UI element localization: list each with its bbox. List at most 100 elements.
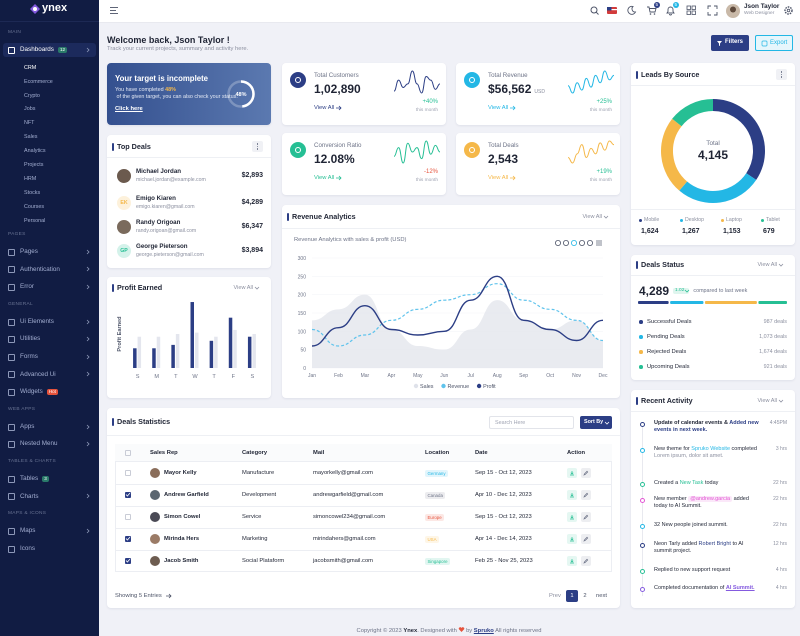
target-text-part: of the given target, you can also check … — [115, 94, 238, 100]
download-button[interactable] — [567, 468, 577, 478]
mail: mayorkelly@gmail.com — [313, 469, 374, 476]
x-tick-label: Jul — [468, 373, 474, 379]
edit-button[interactable] — [581, 512, 591, 522]
pagination-prev[interactable]: Prev — [549, 592, 561, 599]
search-input[interactable]: Search Here — [489, 416, 574, 429]
pagination-next[interactable]: next — [596, 592, 607, 599]
deal-name: Michael Jordan — [136, 168, 182, 176]
more-button[interactable] — [776, 69, 787, 80]
sidebar-item[interactable]: Pages — [20, 248, 38, 256]
legend-value: 679 — [763, 227, 775, 235]
mail: simoncowel234@gmail.com — [313, 513, 386, 520]
activity-highlight[interactable]: Robert Bright — [698, 541, 731, 547]
view-all-link[interactable]: View All — [314, 104, 335, 111]
x-tick-label: T — [212, 374, 216, 380]
user-avatar — [726, 4, 740, 18]
view-all-link[interactable]: View All — [314, 174, 335, 181]
sidebar-subitem[interactable]: Ecommerce — [24, 78, 53, 85]
view-all-button[interactable]: View All — [757, 397, 778, 404]
edit-button[interactable] — [581, 468, 591, 478]
footer-link[interactable]: Spruko — [473, 628, 494, 634]
sidebar-subitem[interactable]: Sales — [24, 134, 38, 141]
export-button[interactable]: Export — [755, 35, 793, 51]
sidebar-item[interactable]: Dashboards — [20, 46, 54, 54]
glyph — [570, 559, 574, 564]
stat-card: Total Revenue $56,562 USD View All +25% this … — [456, 63, 620, 125]
ring-value — [227, 80, 255, 108]
sidebar-item[interactable]: Apps — [20, 422, 35, 430]
mail: mirindahers@gmail.com — [313, 535, 376, 542]
sidebar-subitem[interactable]: HRM — [24, 175, 37, 182]
view-all-button[interactable]: View All — [582, 213, 603, 220]
sidebar-subitem[interactable]: Courses — [24, 203, 45, 210]
edit-button[interactable] — [581, 534, 591, 544]
sparkline-line — [567, 140, 615, 164]
row-checkbox[interactable] — [125, 470, 131, 476]
toolbar-button — [555, 240, 561, 246]
more-button[interactable] — [252, 141, 263, 152]
bar — [214, 336, 218, 368]
sidebar-subitem[interactable]: NFT — [24, 120, 35, 127]
sidebar-item[interactable]: Icons — [20, 544, 36, 552]
row-checkbox[interactable] — [125, 514, 131, 520]
activity-text-part: 32 New people joined summit. — [654, 522, 728, 528]
activity-highlight[interactable]: AI Summit. — [725, 585, 755, 591]
sidebar-subitem[interactable]: CRM — [24, 64, 37, 71]
sidebar-item[interactable]: Tables — [20, 475, 39, 483]
download-button[interactable] — [567, 512, 577, 522]
sidebar-subitem[interactable]: Personal — [24, 217, 46, 224]
sidebar-item[interactable]: Error — [20, 283, 34, 291]
stat-icon — [290, 142, 306, 158]
deals-change-badge: 1.02 — [673, 288, 690, 294]
filters-button[interactable]: Filters — [711, 35, 749, 51]
sidebar-item[interactable]: Ui Elements — [20, 317, 54, 325]
row-checkbox[interactable] — [125, 558, 131, 564]
target-link[interactable]: Click here — [115, 105, 143, 112]
sort-button[interactable]: Sort By — [580, 416, 612, 429]
activity-highlight[interactable]: Spruko Website — [691, 446, 731, 452]
edit-button[interactable] — [581, 490, 591, 500]
sidebar-subitem[interactable]: Stocks — [24, 189, 41, 196]
stat-icon-glyph — [295, 147, 301, 153]
edit-button[interactable] — [581, 556, 591, 566]
activity-highlight[interactable]: Added new events in next week. — [654, 420, 761, 434]
row-checkbox[interactable] — [125, 492, 131, 498]
sidebar-item[interactable]: Maps — [20, 527, 36, 535]
download-button[interactable] — [567, 490, 577, 500]
apps-icon — [686, 5, 696, 15]
download-button[interactable] — [567, 556, 577, 566]
activity-highlight[interactable]: New Task — [679, 480, 704, 486]
sidebar-subitem[interactable]: Projects — [24, 162, 44, 169]
stat-period: this month — [415, 178, 438, 184]
view-all-button[interactable]: View All — [757, 261, 778, 268]
sidebar-subitem[interactable]: Analytics — [24, 148, 46, 155]
view-all-link[interactable]: View All — [488, 104, 509, 111]
page-button-active[interactable]: 1 — [566, 590, 578, 602]
row-checkbox[interactable] — [125, 450, 131, 456]
sidebar-item[interactable]: Nested Menu — [20, 440, 58, 448]
sidebar-item[interactable]: Forms — [20, 353, 38, 361]
check — [125, 537, 131, 541]
x-tick-label: S — [136, 374, 140, 380]
sidebar-subitem[interactable]: Crypto — [24, 92, 40, 99]
check-icon — [125, 493, 131, 497]
activity-text-part: Created a — [654, 480, 680, 486]
activity-highlight[interactable]: @andrew.garcia — [688, 496, 733, 502]
sidebar-item[interactable]: Authentication — [20, 265, 60, 273]
row-checkbox[interactable] — [125, 536, 131, 542]
sidebar-item[interactable]: Widgets — [20, 388, 43, 396]
view-all-link[interactable]: View All — [488, 174, 509, 181]
active-item-bg — [3, 43, 96, 57]
sidebar-item[interactable]: Advanced Ui — [20, 370, 56, 378]
sidebar-subitem[interactable]: Jobs — [24, 106, 36, 113]
page-number[interactable]: 2 — [583, 592, 587, 599]
page-subtitle: Track your current projects, summary and… — [107, 45, 249, 52]
stat-icon — [290, 72, 306, 88]
download-button[interactable] — [567, 534, 577, 544]
view-all-button[interactable]: View All — [233, 284, 254, 291]
y-tick-label: 150 — [298, 311, 307, 317]
sidebar-item[interactable]: Utilities — [20, 335, 41, 343]
logo-icon — [30, 4, 40, 14]
stat-icon-glyph — [469, 77, 475, 83]
sidebar-item[interactable]: Charts — [20, 492, 39, 500]
